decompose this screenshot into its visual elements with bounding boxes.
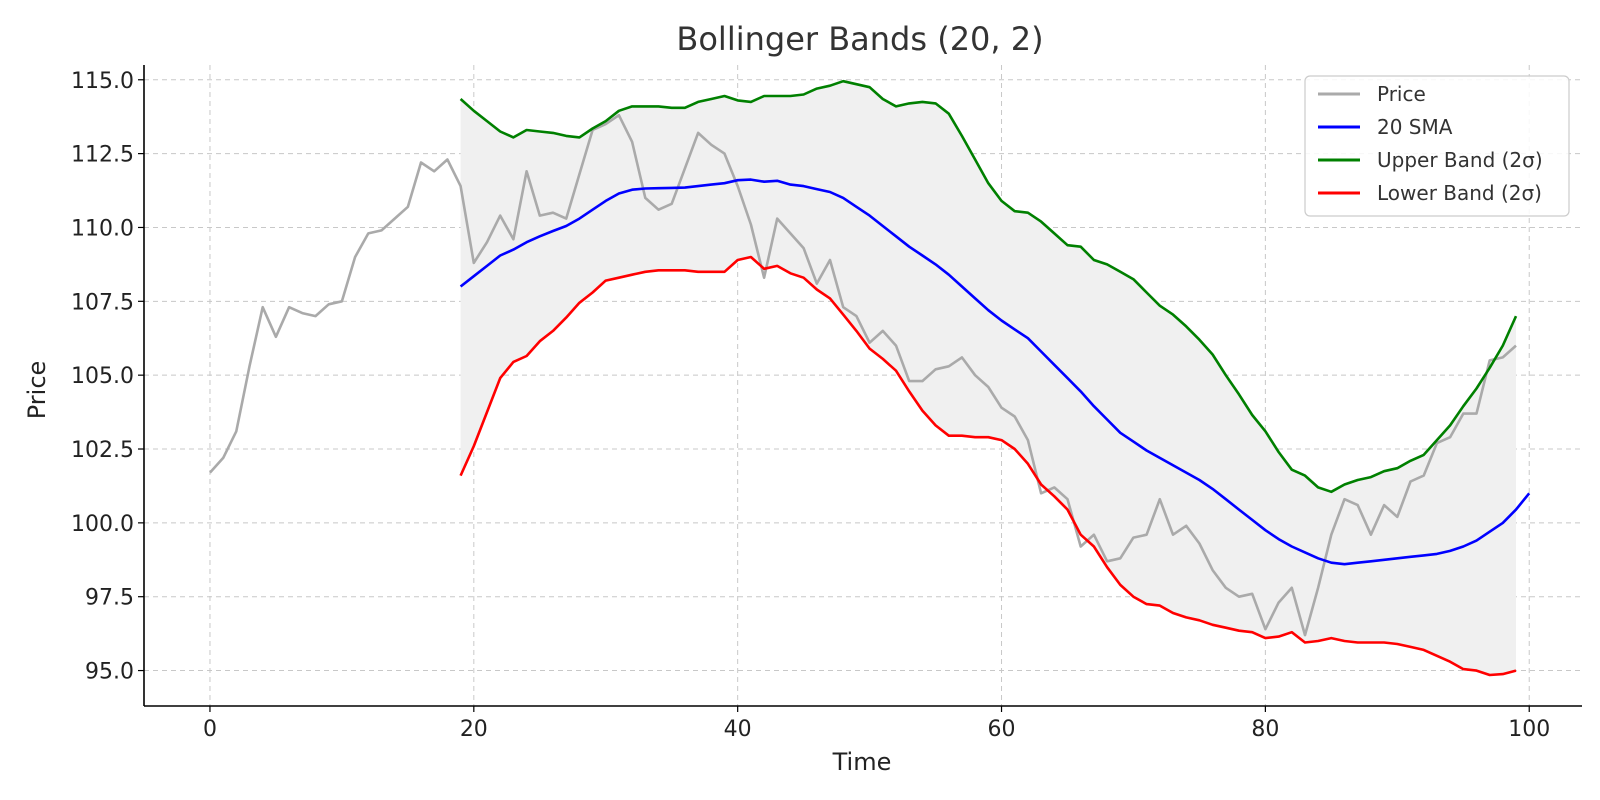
- series-line-20-sma: [459, 178, 1531, 566]
- y-axis-ticks: 95.0 97.5 100.0 102.5 105.0 107.5 110.0 112.5 11…: [71, 69, 144, 685]
- y-tick-label: 112.5: [71, 143, 134, 168]
- y-tick-label: 95.0: [85, 660, 134, 685]
- x-tick-label: 60: [988, 717, 1016, 742]
- y-tick-label: 102.5: [71, 438, 134, 463]
- x-axis-label: Time: [832, 748, 892, 776]
- y-tick-label: 107.5: [71, 290, 134, 315]
- y-tick-label: 105.0: [71, 364, 134, 389]
- legend-box: [1304, 75, 1570, 217]
- legend-label-20-sma: 20 SMA: [1377, 115, 1453, 139]
- x-tick-label: 20: [460, 717, 488, 742]
- legend-label-price: Price: [1377, 82, 1426, 106]
- legend-label-lower-band-2: Lower Band (2σ): [1377, 181, 1542, 205]
- y-tick-label: 100.0: [71, 512, 134, 537]
- series-lines: [209, 79, 1531, 677]
- x-axis-ticks: 0 20 40 60 80 100: [203, 706, 1550, 742]
- band-fill-area: [460, 81, 1517, 675]
- y-tick-label: 115.0: [71, 69, 134, 94]
- x-tick-label: 40: [724, 717, 752, 742]
- x-tick-label: 0: [203, 717, 217, 742]
- y-tick-label: 110.0: [71, 216, 134, 241]
- series-line-lower-band-2: [459, 255, 1517, 677]
- chart-title: Bollinger Bands (20, 2): [676, 20, 1043, 58]
- x-tick-label: 100: [1508, 717, 1550, 742]
- series-line-price: [209, 113, 1517, 637]
- y-tick-label: 97.5: [85, 586, 134, 611]
- legend-label-upper-band-2: Upper Band (2σ): [1377, 148, 1543, 172]
- y-axis-label: Price: [23, 361, 51, 420]
- series-line-upper-band-2: [459, 79, 1518, 494]
- axes: [143, 65, 1582, 707]
- x-tick-label: 80: [1251, 717, 1279, 742]
- legend: Price 20 SMA Upper Band (2σ) Lower Band (2σ…: [1304, 75, 1570, 217]
